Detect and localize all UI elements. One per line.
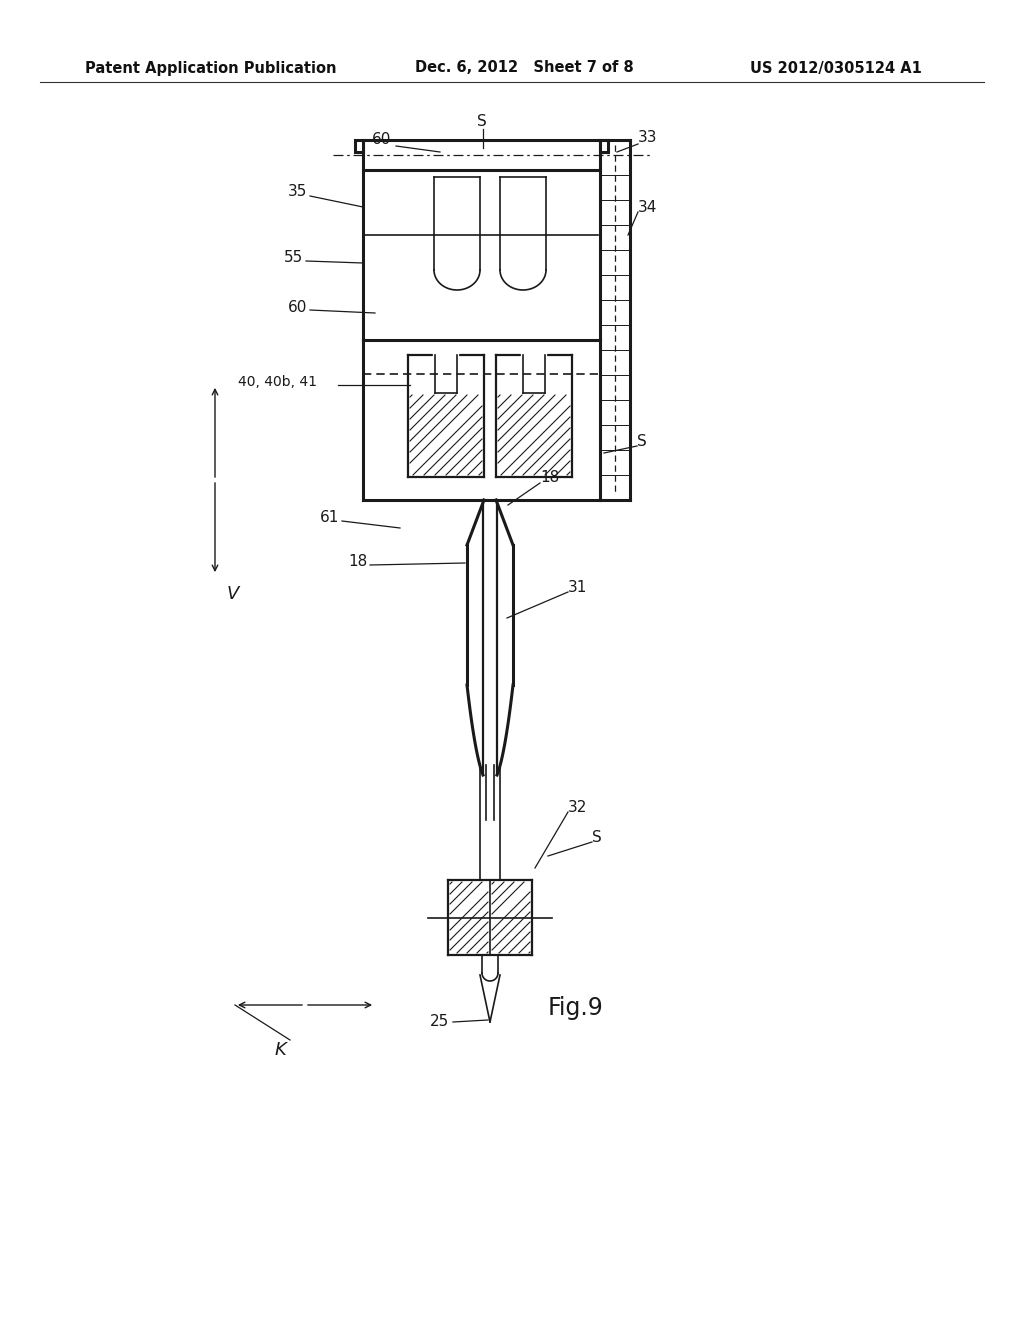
Text: S: S xyxy=(637,434,647,450)
Bar xyxy=(362,140,600,170)
Text: 60: 60 xyxy=(372,132,391,148)
Text: 40, 40b, 41: 40, 40b, 41 xyxy=(238,375,317,389)
Text: 60: 60 xyxy=(288,301,307,315)
Text: 55: 55 xyxy=(284,251,303,265)
Text: S: S xyxy=(477,115,486,129)
Text: 18: 18 xyxy=(540,470,559,486)
Text: S: S xyxy=(592,830,602,846)
Bar xyxy=(600,140,608,152)
Text: K: K xyxy=(275,1041,287,1059)
Text: 61: 61 xyxy=(319,511,339,525)
Text: 32: 32 xyxy=(568,800,588,816)
Text: 34: 34 xyxy=(638,201,657,215)
Text: 25: 25 xyxy=(430,1015,450,1030)
Text: 35: 35 xyxy=(288,185,307,199)
Text: V: V xyxy=(227,585,240,603)
Text: 18: 18 xyxy=(348,554,368,569)
Text: Dec. 6, 2012   Sheet 7 of 8: Dec. 6, 2012 Sheet 7 of 8 xyxy=(415,61,634,75)
Text: US 2012/0305124 A1: US 2012/0305124 A1 xyxy=(750,61,922,75)
Text: Fig.9: Fig.9 xyxy=(548,997,604,1020)
Text: Patent Application Publication: Patent Application Publication xyxy=(85,61,337,75)
Text: 33: 33 xyxy=(638,131,657,145)
Text: 31: 31 xyxy=(568,581,588,595)
Bar xyxy=(355,140,362,152)
